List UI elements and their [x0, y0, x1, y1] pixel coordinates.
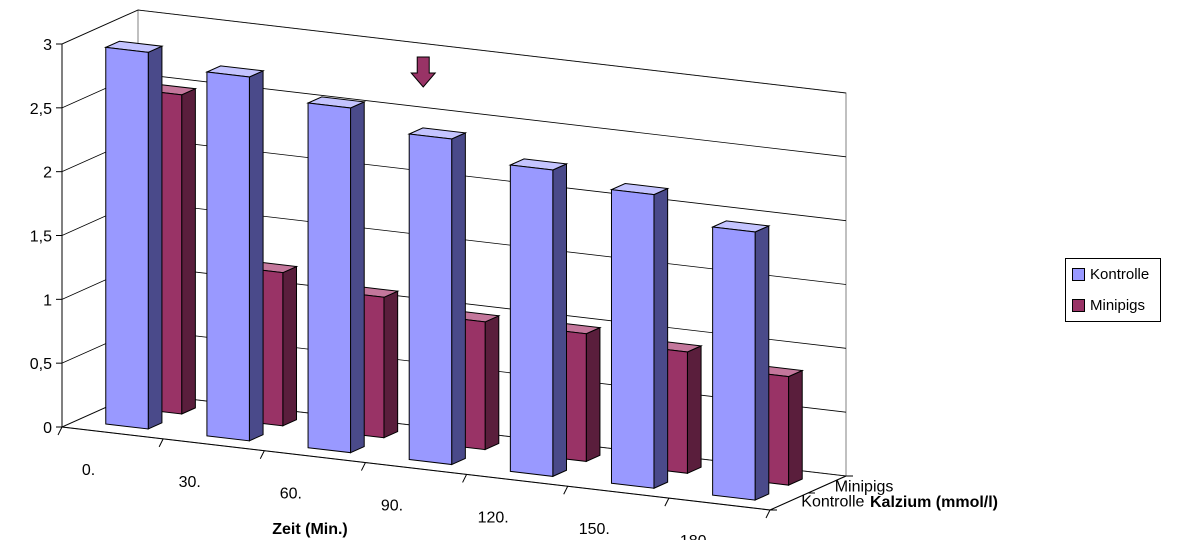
arrow-down-icon [410, 56, 437, 88]
y-tick-label: 2 [43, 165, 52, 182]
bar-kontrolle [610, 189, 655, 489]
bar-kontrolle [206, 71, 250, 442]
bar-kontrolle [712, 226, 756, 501]
y-tick-label: 2,5 [30, 101, 52, 118]
x-tick-mark [664, 497, 670, 507]
x-tick-mark [462, 474, 468, 483]
bar-kontrolle [509, 164, 554, 477]
x-tick-label: 90. [381, 498, 403, 515]
z-axis-title: Kalzium (mmol/l) [870, 494, 998, 511]
y-tick-label: 1 [43, 292, 52, 309]
z-tick-label: Kontrolle [801, 493, 864, 510]
bar-minipigs-side [484, 315, 500, 451]
bar-kontrolle [408, 133, 453, 466]
bar-minipigs-side [282, 265, 298, 427]
x-tick-mark [158, 438, 164, 448]
legend-label-kontrolle: Kontrolle [1090, 266, 1150, 283]
gridline [61, 9, 847, 94]
legend-swatch-minipigs [1072, 299, 1085, 312]
bar-kontrolle-side [552, 163, 568, 478]
legend-item-kontrolle: Kontrolle [1072, 266, 1149, 283]
y-tick-label: 0,5 [30, 356, 52, 373]
bar-kontrolle-side [350, 101, 365, 454]
y-tick-label: 0 [43, 420, 52, 437]
x-tick-mark [563, 486, 569, 495]
x-tick-mark [765, 509, 771, 519]
y-tick-label: 3 [43, 37, 52, 54]
x-tick-label: 150. [579, 521, 610, 538]
bar-kontrolle [307, 102, 352, 454]
bar-kontrolle-side [248, 70, 264, 442]
legend-item-minipigs: Minipigs [1072, 297, 1145, 314]
x-tick-label: 180. [680, 533, 711, 540]
x-axis-line [61, 426, 771, 511]
bar-minipigs-side [585, 326, 601, 463]
x-tick-label: 120. [478, 509, 509, 526]
legend: Kontrolle Minipigs [1065, 258, 1161, 322]
x-tick-mark [360, 462, 366, 471]
x-tick-label: 60. [280, 486, 302, 503]
z-tick-label: Minipigs [835, 479, 894, 496]
x-tick-label: 30. [179, 474, 201, 491]
legend-swatch-kontrolle [1072, 268, 1085, 281]
bar-kontrolle-side [451, 132, 466, 466]
bar-kontrolle-side [754, 225, 770, 501]
bar-minipigs-side [788, 369, 803, 486]
bar-minipigs-side [686, 345, 702, 475]
bar-kontrolle [105, 46, 149, 430]
y-tick-label: 1,5 [30, 229, 52, 246]
x-tick-mark [57, 426, 63, 436]
bar-minipigs-side [181, 87, 196, 415]
bar-minipigs-side [383, 290, 399, 439]
bar-kontrolle-side [147, 45, 163, 430]
legend-label-minipigs: Minipigs [1090, 297, 1146, 314]
x-tick-mark [259, 450, 265, 459]
x-axis-title: Zeit (Min.) [272, 521, 348, 538]
x-tick-label: 0. [82, 462, 95, 479]
bar-kontrolle-side [653, 187, 669, 490]
